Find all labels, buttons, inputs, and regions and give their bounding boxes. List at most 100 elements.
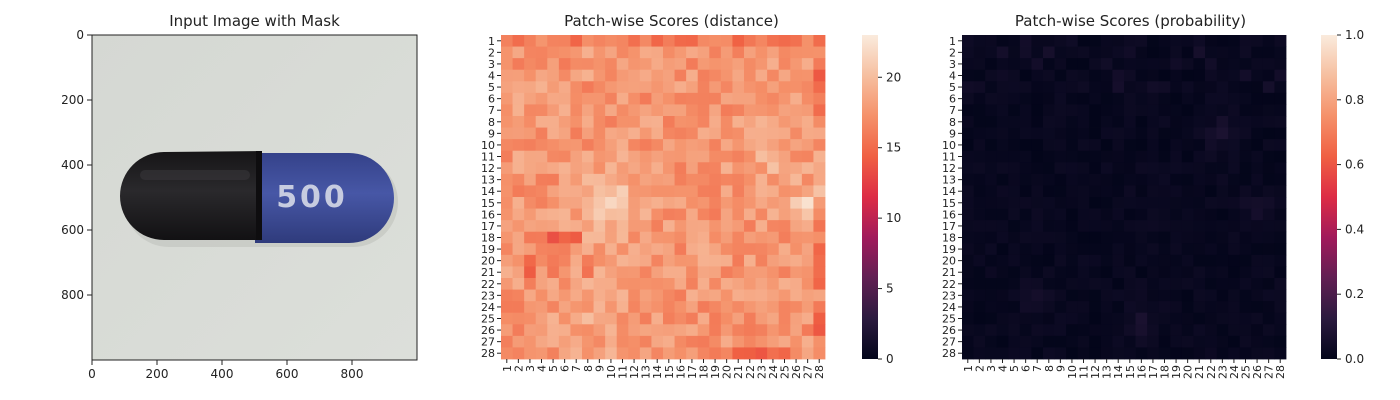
heatmap-cell: [732, 46, 745, 59]
y-tick-label: 22: [942, 278, 956, 291]
heatmap-cell: [1181, 150, 1194, 163]
heatmap-cell: [813, 127, 826, 140]
heatmap-cell: [1251, 162, 1264, 175]
heatmap-cell: [801, 243, 814, 256]
heatmap-cell: [639, 173, 652, 186]
heatmap-cell: [1135, 162, 1148, 175]
heatmap-cell: [593, 289, 606, 302]
heatmap-cell: [1228, 335, 1241, 348]
heatmap-cell: [628, 116, 641, 128]
heatmap-cell: [720, 162, 733, 175]
heatmap-cell: [790, 104, 803, 117]
heatmap-cell: [512, 35, 525, 47]
heatmap-cell: [605, 231, 618, 244]
heatmap-cell: [1124, 116, 1136, 128]
heatmap-cell: [663, 312, 675, 325]
heatmap-cell: [651, 220, 664, 233]
heatmap-cell: [1054, 324, 1067, 337]
heatmap-cell: [547, 266, 560, 279]
x-tick-label: 13: [1101, 365, 1114, 379]
heatmap-cell: [628, 278, 641, 290]
heatmap-cell: [709, 150, 722, 163]
heatmap-cell: [962, 35, 974, 47]
heatmap-cell: [616, 116, 629, 128]
heatmap-cell: [985, 46, 998, 59]
heatmap-cell: [1066, 92, 1079, 105]
y-tick-label: 20: [942, 255, 956, 268]
heatmap-cell: [1112, 254, 1125, 267]
heatmap-cell: [1135, 243, 1148, 256]
heatmap-cell: [996, 208, 1009, 221]
heatmap-cell: [1193, 289, 1206, 302]
heatmap-cell: [570, 92, 583, 105]
heatmap-cell: [1124, 220, 1136, 233]
heatmap-cell: [1135, 266, 1148, 279]
heatmap-cell: [616, 150, 629, 163]
heatmap-cell: [512, 69, 525, 82]
heatmap-cell: [996, 35, 1009, 47]
heatmap-cell: [582, 162, 594, 175]
heatmap-cell: [524, 347, 537, 360]
heatmap-cell: [1147, 335, 1160, 348]
input-photo: 500: [92, 35, 417, 360]
heatmap-cell: [639, 46, 652, 59]
heatmap-cell: [628, 289, 641, 302]
heatmap-cell: [801, 35, 814, 47]
heatmap-cell: [582, 46, 594, 59]
heatmap-cell: [1158, 35, 1171, 47]
heatmap-cell: [1043, 335, 1055, 348]
heatmap-cell: [1181, 81, 1194, 94]
heatmap-cell: [558, 254, 571, 267]
heatmap-cell: [1239, 266, 1252, 279]
heatmap-cell: [985, 312, 998, 325]
colorbar-tick-label: 5: [886, 282, 894, 296]
x-tick-label: 26: [790, 365, 803, 379]
heatmap-cell: [732, 243, 745, 256]
heatmap-cell: [1077, 312, 1090, 325]
heatmap-cell: [1216, 347, 1229, 360]
heatmap-cell: [535, 208, 548, 221]
heatmap-cell: [1205, 220, 1217, 233]
heatmap-cell: [1147, 254, 1160, 267]
heatmap-cell: [720, 335, 733, 348]
heatmap-cell: [1239, 185, 1252, 198]
heatmap-cell: [985, 231, 998, 244]
heatmap-cell: [1031, 127, 1044, 140]
heatmap-cell: [996, 104, 1009, 117]
x-tick-label: 28: [813, 365, 826, 379]
heatmap-cell: [1147, 324, 1160, 337]
heatmap-cell: [755, 335, 768, 348]
x-tick-label: 27: [802, 365, 815, 379]
heatmap-cell: [813, 162, 826, 175]
heatmap-cell: [790, 335, 803, 348]
heatmap-cell: [801, 266, 814, 279]
y-tick-label: 16: [481, 208, 495, 221]
heatmap-cell: [1008, 81, 1021, 94]
heatmap-cell: [744, 301, 756, 314]
heatmap-cell: [524, 197, 537, 209]
heatmap-cell: [524, 127, 537, 140]
heatmap-cell: [1205, 266, 1217, 279]
heatmap-cell: [651, 173, 664, 186]
heatmap-cell: [674, 197, 687, 209]
heatmap-cell: [744, 35, 756, 47]
heatmap-cell: [732, 301, 745, 314]
heatmap-cell: [985, 197, 998, 209]
heatmap-cell: [501, 185, 513, 198]
heatmap-cell: [755, 81, 768, 94]
heatmap-cell: [1135, 81, 1148, 94]
heatmap-cell: [973, 139, 986, 152]
y-tick-label: 18: [942, 232, 956, 245]
heatmap-cell: [973, 92, 986, 105]
heatmap-cell: [1193, 301, 1206, 314]
heatmap-cell: [1089, 139, 1102, 152]
heatmap-cell: [1193, 347, 1206, 360]
heatmap-cell: [628, 208, 641, 221]
heatmap-cell: [1170, 46, 1183, 59]
heatmap-cell: [1031, 220, 1044, 233]
heatmap-cell: [1066, 185, 1079, 198]
heatmap-cell: [801, 312, 814, 325]
heatmap-cell: [1205, 92, 1217, 105]
heatmap-cell: [524, 185, 537, 198]
heatmap-cell: [663, 150, 675, 163]
